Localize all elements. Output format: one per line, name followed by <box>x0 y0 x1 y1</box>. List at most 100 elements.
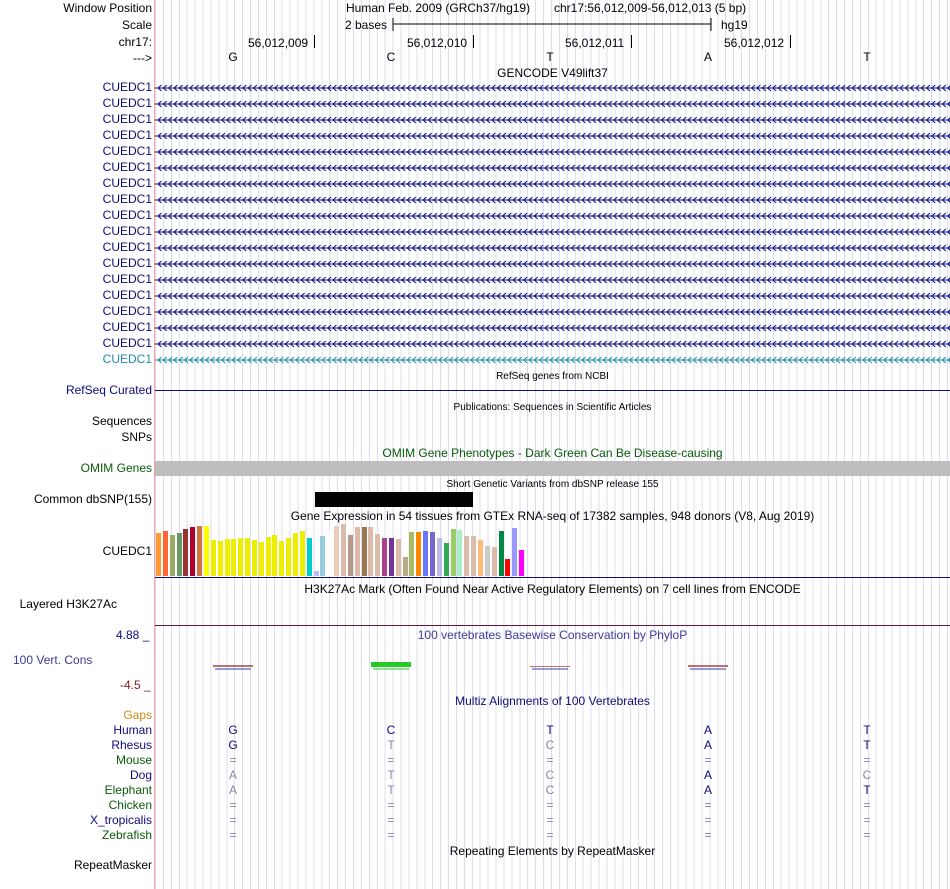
gtex-tissue-bar[interactable] <box>231 539 237 576</box>
gencode-track-title[interactable]: GENCODE V49lift37 <box>497 66 608 80</box>
gencode-transcript-label[interactable]: CUEDC1 <box>102 336 152 350</box>
gtex-tissue-bar[interactable] <box>306 538 312 576</box>
gtex-tissue-bar[interactable] <box>491 547 497 576</box>
gencode-transcript-label[interactable]: CUEDC1 <box>102 288 152 302</box>
gtex-tissue-bar[interactable] <box>443 543 449 576</box>
cons-mark[interactable] <box>530 666 570 667</box>
multiz-track-title[interactable]: Multiz Alignments of 100 Vertebrates <box>455 694 650 708</box>
gtex-tissue-bar[interactable] <box>162 531 168 576</box>
publications-track-title[interactable]: Publications: Sequences in Scientific Ar… <box>453 402 652 413</box>
gtex-tissue-bar[interactable] <box>210 540 216 576</box>
gencode-transcript-label[interactable]: CUEDC1 <box>102 272 152 286</box>
gtex-tissue-bar[interactable] <box>361 527 367 576</box>
gencode-transcript-line[interactable] <box>155 115 950 125</box>
gtex-label[interactable]: CUEDC1 <box>102 544 152 558</box>
gencode-transcript-label[interactable]: CUEDC1 <box>102 176 152 190</box>
gencode-transcript-line[interactable] <box>155 99 950 109</box>
gtex-tissue-bar[interactable] <box>505 559 511 576</box>
gtex-tissue-bar[interactable] <box>430 532 435 576</box>
gencode-transcript-line[interactable] <box>155 195 950 205</box>
gencode-transcript-label[interactable]: CUEDC1 <box>102 352 152 366</box>
gtex-tissue-bar[interactable] <box>313 571 319 576</box>
h3k27ac-label[interactable]: Layered H3K27Ac <box>19 597 117 611</box>
cons-plot[interactable] <box>155 655 950 680</box>
gtex-tissue-bar[interactable] <box>457 530 463 576</box>
refseq-label[interactable]: RefSeq Curated <box>65 383 152 397</box>
gtex-tissue-bar[interactable] <box>293 533 298 576</box>
omim-track-title[interactable]: OMIM Gene Phenotypes - Dark Green Can Be… <box>382 446 723 460</box>
cons-mark[interactable] <box>688 665 728 667</box>
gtex-tissue-bar[interactable] <box>251 540 257 576</box>
gencode-transcript-line[interactable] <box>155 259 950 269</box>
gtex-tissue-bar[interactable] <box>272 535 278 576</box>
gtex-tissue-bar[interactable] <box>354 527 360 576</box>
gtex-tissue-bar[interactable] <box>176 533 182 576</box>
gtex-tissue-bar[interactable] <box>265 537 271 576</box>
gtex-tissue-bar[interactable] <box>484 546 490 576</box>
gencode-transcript-line[interactable] <box>155 291 950 301</box>
gencode-transcript-line[interactable] <box>155 179 950 189</box>
gencode-transcript-line[interactable] <box>155 323 950 333</box>
gtex-tissue-bar[interactable] <box>327 530 333 576</box>
gencode-transcript-line[interactable] <box>155 163 950 173</box>
gtex-tissue-bar[interactable] <box>320 536 326 576</box>
gencode-transcript-line[interactable] <box>155 83 950 93</box>
repeatmasker-track-title[interactable]: Repeating Elements by RepeatMasker <box>449 844 656 858</box>
gtex-tissue-bar[interactable] <box>423 531 429 576</box>
gencode-transcript-line[interactable] <box>155 339 950 349</box>
dbsnp-variant[interactable] <box>315 492 473 507</box>
dbsnp-label[interactable]: Common dbSNP(155) <box>33 492 152 506</box>
gencode-transcript-label[interactable]: CUEDC1 <box>102 112 152 126</box>
species-label[interactable]: Elephant <box>104 783 152 797</box>
snps-label[interactable]: SNPs <box>121 430 152 444</box>
gtex-tissue-bar[interactable] <box>203 526 209 576</box>
gtex-tissue-bar[interactable] <box>375 534 381 576</box>
position-range[interactable]: chr17:56,012,009-56,012,013 (5 bp) <box>554 1 747 15</box>
species-label[interactable]: Mouse <box>115 753 152 767</box>
gencode-transcript-line[interactable] <box>155 147 950 157</box>
gtex-tissue-bar[interactable] <box>299 531 305 576</box>
gtex-tissue-bar[interactable] <box>471 536 477 576</box>
gtex-track-title[interactable]: Gene Expression in 54 tissues from GTEx … <box>290 509 815 523</box>
gtex-tissue-bar[interactable] <box>183 529 189 576</box>
gtex-tissue-bar[interactable] <box>224 539 230 576</box>
gtex-tissue-bar[interactable] <box>334 526 340 576</box>
gtex-tissue-bar[interactable] <box>286 538 292 576</box>
gtex-tissue-bar[interactable] <box>238 538 244 576</box>
species-label[interactable]: X_tropicalis <box>89 813 152 827</box>
gencode-transcript-label[interactable]: CUEDC1 <box>102 224 152 238</box>
gtex-tissue-bar[interactable] <box>340 524 346 576</box>
gtex-tissue-bar[interactable] <box>416 532 422 576</box>
gencode-transcript-label[interactable]: CUEDC1 <box>102 304 152 318</box>
gtex-tissue-bar[interactable] <box>217 541 223 576</box>
gtex-tissue-bar[interactable] <box>197 526 203 576</box>
species-label[interactable]: Rhesus <box>111 738 152 752</box>
gencode-transcript-line[interactable] <box>155 243 950 253</box>
gencode-transcript-label[interactable]: CUEDC1 <box>102 96 152 110</box>
gtex-tissue-bar[interactable] <box>519 550 524 576</box>
species-label[interactable]: Dog <box>129 768 152 782</box>
gencode-transcript-line[interactable] <box>155 275 950 285</box>
refseq-gene-line[interactable] <box>155 390 950 391</box>
gtex-tissue-bar[interactable] <box>477 540 483 576</box>
species-label[interactable]: Chicken <box>108 798 152 812</box>
gencode-transcript-line[interactable] <box>155 227 950 237</box>
gtex-tissue-bar[interactable] <box>436 538 442 576</box>
gtex-tissue-bar[interactable] <box>409 532 415 576</box>
gencode-transcript-label[interactable]: CUEDC1 <box>102 256 152 270</box>
gtex-tissue-bar[interactable] <box>512 528 518 576</box>
publications-label[interactable]: Sequences <box>91 414 152 428</box>
gtex-tissue-bar[interactable] <box>464 536 470 576</box>
refseq-track-title[interactable]: RefSeq genes from NCBI <box>496 371 609 382</box>
gencode-transcript-label[interactable]: CUEDC1 <box>102 240 152 254</box>
cons-track-title[interactable]: 100 vertebrates Basewise Conservation by… <box>417 628 688 642</box>
gencode-transcript-line[interactable] <box>155 355 950 365</box>
omim-label[interactable]: OMIM Genes <box>80 461 152 475</box>
repeatmasker-label[interactable]: RepeatMasker <box>73 858 152 872</box>
cons-label[interactable]: 100 Vert. Cons <box>13 653 93 667</box>
gencode-transcript-label[interactable]: CUEDC1 <box>102 320 152 334</box>
gtex-tissue-bar[interactable] <box>190 527 196 576</box>
gtex-tissue-bar[interactable] <box>450 529 456 576</box>
cons-mark[interactable] <box>213 665 253 667</box>
gtex-tissue-bar[interactable] <box>388 538 394 576</box>
